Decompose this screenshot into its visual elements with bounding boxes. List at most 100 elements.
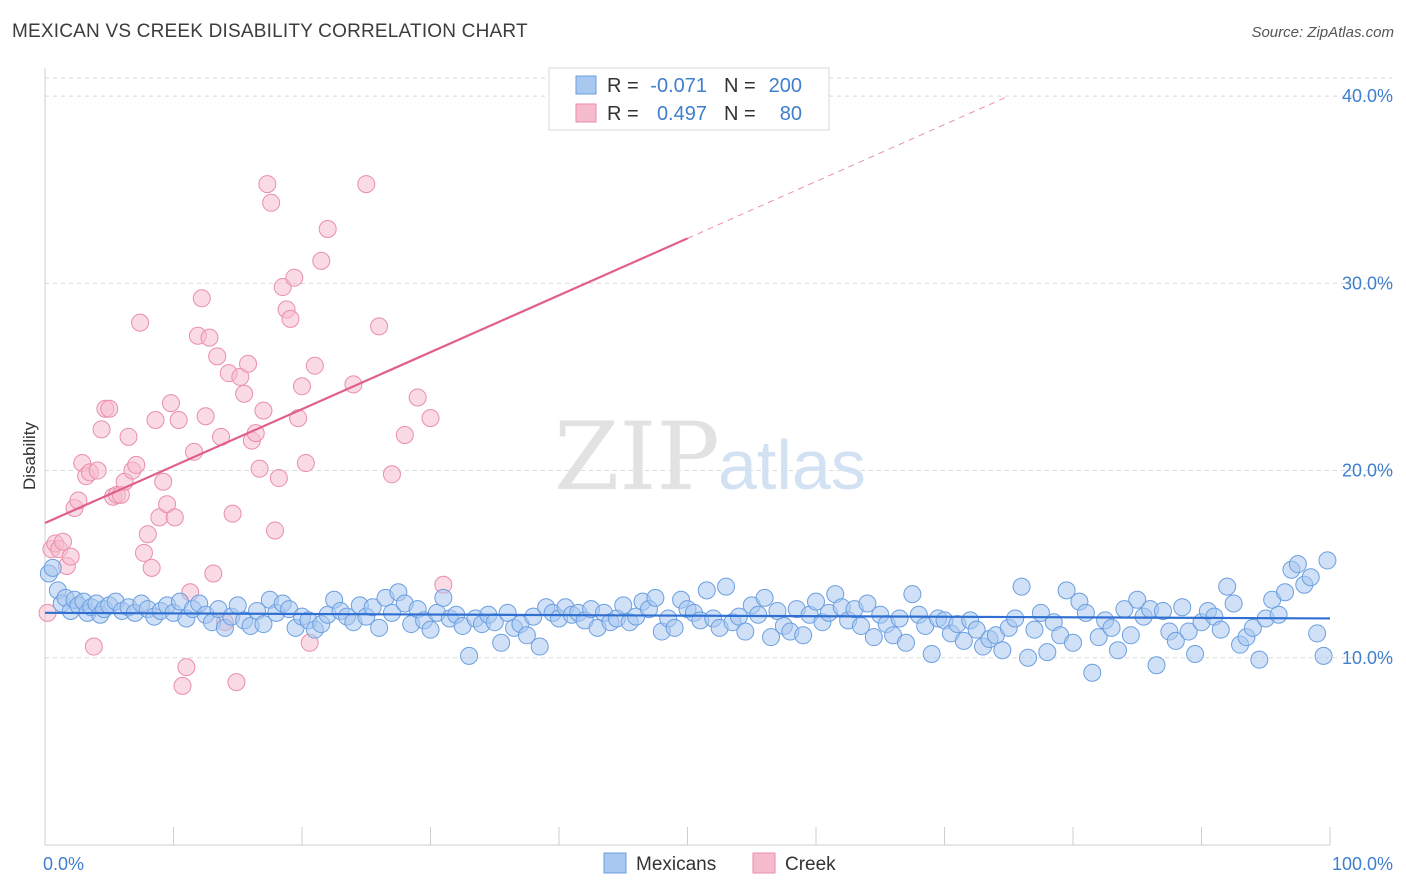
mexicans-point — [794, 626, 813, 645]
creek-point — [173, 676, 192, 695]
mexicans-point — [1083, 663, 1102, 682]
creek-point — [53, 532, 72, 551]
watermark-zip: ZIP — [554, 403, 720, 512]
bottom-legend-swatch-creek — [752, 852, 776, 874]
creek-point — [318, 220, 337, 239]
mexicans-point — [434, 588, 453, 607]
tick-labels: 10.0% 20.0% 30.0% 40.0% 0.0% 100.0% — [43, 86, 1393, 874]
mexicans-point — [614, 596, 633, 615]
creek-point — [357, 175, 376, 194]
top-legend: R = -0.071 N = 200 R = 0.497 N = 80 — [548, 67, 830, 131]
bottom-legend: Mexicans Creek — [603, 852, 836, 875]
source-label: Source: ZipAtlas.com — [1251, 24, 1394, 41]
mexicans-point — [1243, 618, 1262, 637]
creek-point — [269, 469, 288, 488]
mexicans-point — [922, 645, 941, 664]
creek-point — [254, 401, 273, 420]
creek-point — [146, 410, 165, 429]
mexicans-point — [1318, 551, 1337, 570]
creek-point — [312, 251, 331, 270]
y-tick-label: 30.0% — [1342, 273, 1393, 293]
creek-point — [285, 268, 304, 287]
chart-title: MEXICAN VS CREEK DISABILITY CORRELATION … — [12, 21, 528, 42]
mexicans-point — [421, 620, 440, 639]
mexicans-point — [228, 596, 247, 615]
mexicans-point — [749, 605, 768, 624]
mexicans-point — [736, 622, 755, 641]
bottom-legend-swatch-mexicans — [603, 852, 627, 874]
creek-point — [127, 455, 146, 474]
creek-point — [266, 521, 285, 540]
creek-point — [177, 658, 196, 677]
legend-swatch-mexicans — [575, 75, 597, 95]
mexicans-point — [993, 641, 1012, 660]
creek-point — [134, 543, 153, 562]
mexicans-point — [1211, 620, 1230, 639]
creek-point — [154, 472, 173, 491]
y-axis-label: Disability — [20, 421, 39, 490]
mexicans-point — [1038, 643, 1057, 662]
creek-point — [196, 407, 215, 426]
mexicans-point — [1089, 628, 1108, 647]
mexicans-point — [646, 588, 665, 607]
y-tick-label: 10.0% — [1342, 648, 1393, 668]
mexicans-point — [1019, 648, 1038, 667]
creek-point — [370, 317, 389, 336]
mexicans-point — [517, 626, 536, 645]
creek-point — [100, 399, 119, 418]
mexicans-point — [1288, 555, 1307, 574]
mexicans-point — [1108, 641, 1127, 660]
mexicans-point — [755, 588, 774, 607]
mexicans-point — [1012, 577, 1031, 596]
legend-r-label: R = — [607, 103, 639, 125]
mexicans-point — [1102, 618, 1121, 637]
mexicans-point — [1218, 577, 1237, 596]
bottom-legend-creek: Creek — [785, 854, 836, 875]
mexicans-point — [1173, 598, 1192, 617]
mexicans-point — [254, 615, 273, 634]
creek-point — [84, 637, 103, 656]
mexicans-point — [1166, 631, 1185, 650]
legend-r-value: 0.497 — [657, 103, 707, 125]
mexicans-point — [807, 592, 825, 611]
creek-point — [165, 508, 184, 527]
creek-point — [408, 388, 427, 407]
mexicans-points — [39, 551, 1337, 682]
legend-r-label: R = — [607, 75, 639, 97]
mexicans-point — [1314, 646, 1333, 665]
creek-point — [204, 564, 223, 583]
creek-point — [293, 377, 311, 396]
trend-lines — [44, 95, 1331, 620]
mexicans-point — [1250, 650, 1269, 669]
mexicans-point — [1006, 609, 1025, 628]
x-tick-label: 0.0% — [43, 854, 84, 874]
mexicans-point — [1121, 626, 1140, 645]
creek-point — [382, 465, 401, 484]
creek-point — [395, 425, 414, 444]
mexicans-point — [43, 558, 62, 577]
mexicans-point — [1076, 603, 1095, 622]
creek-point — [119, 427, 138, 446]
x-tick-label: 100.0% — [1332, 854, 1393, 874]
creek-point — [289, 409, 308, 428]
mexicans-point — [954, 631, 973, 650]
legend-n-value: 200 — [769, 75, 802, 97]
mexicans-point — [1179, 622, 1198, 641]
creek-points — [38, 175, 453, 695]
mexicans-point — [762, 628, 781, 647]
mexicans-point — [1128, 590, 1147, 609]
y-tick-label: 20.0% — [1342, 461, 1393, 481]
legend-swatch-creek — [575, 103, 597, 123]
mexicans-point — [363, 598, 382, 617]
mexicans-point — [1224, 594, 1243, 613]
creek-point — [227, 673, 246, 692]
legend-n-label: N = — [724, 75, 756, 97]
creek-point — [169, 410, 188, 429]
creek-point — [281, 309, 300, 328]
creek-point — [239, 354, 258, 373]
mexicans-point — [890, 609, 909, 628]
mexicans-point — [665, 618, 684, 637]
creek-point — [258, 175, 277, 194]
creek-point — [262, 193, 281, 212]
